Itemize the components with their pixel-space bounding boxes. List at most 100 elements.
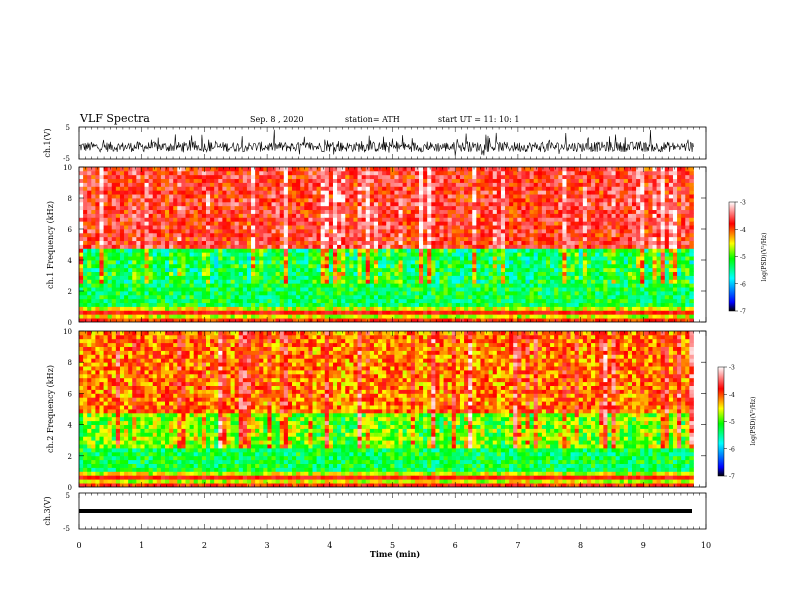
spectrogram-cell (304, 306, 309, 311)
spectrogram-cell (480, 209, 485, 214)
ch1-ytick-top: 5 (66, 124, 70, 132)
spectrogram-cell (554, 298, 559, 304)
spectrogram-cell (455, 186, 461, 191)
spectrogram-cell (345, 194, 350, 199)
spectrogram-cell (390, 198, 395, 203)
spectrogram-cell (513, 190, 518, 195)
spectrogram-cell (148, 205, 154, 211)
spectrogram-cell (218, 310, 223, 315)
spectrogram-cell (423, 194, 428, 199)
spectrogram-cell (140, 306, 145, 311)
spectrogram-cell (169, 260, 174, 265)
spectrogram-cell (119, 256, 125, 261)
spectrogram-cell (357, 217, 363, 222)
spectrogram-cell (443, 263, 449, 269)
spectrogram-cell (308, 229, 313, 234)
spectrogram-cell (83, 213, 88, 218)
spectrogram-cell (214, 174, 219, 180)
spectrogram-cell (328, 310, 334, 315)
spectrogram-cell (119, 283, 125, 288)
spectrogram-cell (468, 201, 473, 207)
spectrogram-cell (119, 271, 125, 276)
spectrogram-cell (296, 201, 301, 207)
spectrogram-cell (308, 267, 313, 273)
spectrogram-cell (160, 182, 166, 187)
spectrogram-cell (283, 314, 289, 319)
spectrogram-cell (525, 298, 531, 304)
spectrogram-cell (267, 186, 272, 191)
spectrogram-cell (402, 209, 408, 214)
spectrogram-cell (160, 236, 166, 242)
spectrogram-cell (103, 232, 109, 238)
spectrogram-cell (95, 174, 100, 180)
spectrogram-cell (541, 186, 547, 191)
spectrogram-cell (185, 256, 191, 261)
spectrogram-cell (173, 194, 178, 199)
spectrogram-cell (222, 267, 227, 273)
spectrogram-cell (554, 279, 559, 284)
spectrogram-cell (472, 198, 477, 203)
spectrogram-cell (271, 178, 277, 183)
spectrogram-cell (287, 229, 293, 234)
spectrogram-cell (550, 314, 555, 319)
spectrogram-cell (558, 209, 563, 214)
spectrogram-cell (271, 244, 277, 249)
spectrogram-cell (140, 302, 145, 307)
spectrogram-cell (246, 186, 252, 191)
spectrogram-cell (447, 244, 453, 249)
spectrogram-cell (390, 283, 395, 288)
spectrogram-cell (79, 256, 84, 261)
spectrogram-cell (517, 198, 522, 203)
spectrogram-cell (300, 229, 305, 234)
spectrogram-cell (488, 248, 494, 253)
spectrogram-cell (292, 302, 297, 307)
spectrogram-cell (181, 194, 186, 199)
spectrogram-cell (341, 186, 346, 191)
spectrogram-cell (111, 225, 117, 230)
spectrogram-cell (320, 256, 326, 261)
spectrogram-cell (246, 318, 252, 322)
spectrogram-cell (480, 275, 485, 280)
spectrogram-cell (160, 213, 166, 218)
spectrogram-cell (521, 205, 526, 211)
spectrogram-cell (83, 190, 88, 195)
spectrogram-cell (287, 287, 293, 292)
spectrogram-cell (533, 194, 539, 199)
spectrogram-cell (443, 310, 449, 315)
spectrogram-cell (99, 229, 104, 234)
spectrogram-cell (124, 263, 129, 269)
spectrogram-cell (533, 182, 539, 187)
spectrogram-cell (95, 306, 100, 311)
spectrogram-cell (181, 178, 186, 183)
spectrogram-cell (292, 178, 297, 183)
spectrogram-cell (398, 271, 404, 276)
spectrogram-cell (500, 167, 506, 172)
spectrogram-cell (349, 225, 354, 230)
spectrogram-cell (447, 291, 453, 296)
spectrogram-cell (459, 314, 465, 319)
spectrogram-cell (378, 291, 383, 296)
spectrogram-cell (345, 267, 350, 273)
spectrogram-cell (218, 302, 223, 307)
spectrogram-cell (222, 318, 227, 322)
spectrogram-cell (328, 232, 334, 238)
spectrogram-cell (83, 291, 88, 296)
spectrogram-cell (324, 194, 330, 199)
spectrogram-cell (210, 236, 215, 242)
header-date: Sep. 8 , 2020 (250, 115, 304, 124)
spectrogram-cell (107, 225, 113, 230)
spectrogram-cell (328, 236, 334, 242)
spectrogram-cell (414, 271, 420, 276)
spectrogram-cell (95, 236, 100, 242)
spectrogram-cell (328, 194, 334, 199)
spectrogram-cell (83, 174, 88, 180)
spectrogram-cell (201, 271, 207, 276)
spectrogram-cell (431, 221, 436, 226)
spectrogram-cell (320, 248, 326, 253)
spectrogram-cell (423, 198, 428, 203)
spectrogram-cell (406, 205, 412, 211)
spectrogram-cell (484, 225, 490, 230)
spectrogram-cell (304, 217, 309, 222)
spectrogram-cell (529, 314, 535, 319)
spectrogram-cell (296, 170, 301, 176)
